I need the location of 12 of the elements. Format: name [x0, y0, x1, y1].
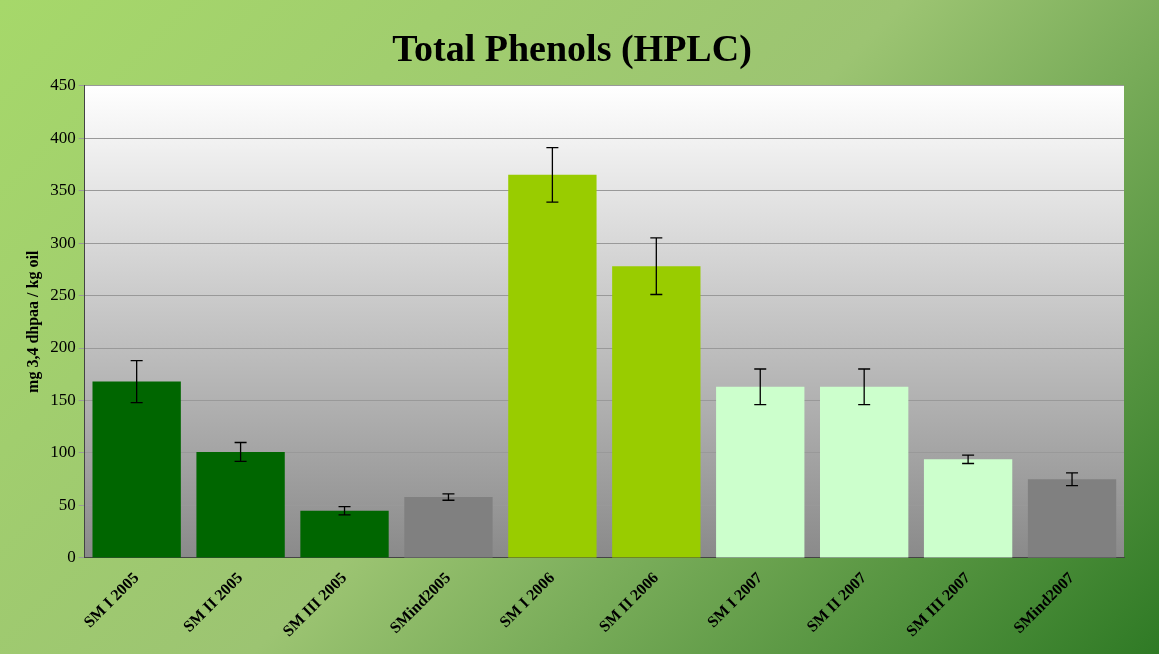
y-tick-label: 100: [50, 442, 76, 462]
y-tick-label: 350: [50, 180, 76, 200]
y-axis-title: mg 3,4 dhpaa / kg oil: [23, 250, 42, 393]
y-tick-label: 50: [58, 494, 76, 514]
y-tick-label: 0: [67, 547, 76, 567]
y-tick-label: 150: [50, 389, 76, 409]
y-tick-label: 450: [50, 75, 76, 95]
y-tick-label: 200: [50, 337, 76, 357]
chart-title: Total Phenols (HPLC): [392, 26, 752, 70]
y-tick-label: 400: [50, 127, 76, 147]
y-tick-label: 250: [50, 285, 76, 305]
y-tick-label: 300: [50, 232, 76, 252]
